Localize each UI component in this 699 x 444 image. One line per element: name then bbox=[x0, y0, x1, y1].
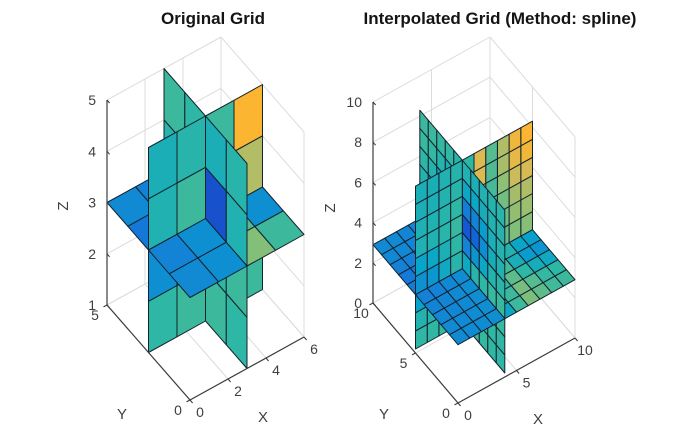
grid-line bbox=[103, 304, 108, 308]
tick-label: 10 bbox=[353, 305, 369, 321]
plot-title-original: Original Grid bbox=[161, 9, 265, 28]
slice-cell bbox=[148, 131, 178, 200]
grid-line bbox=[489, 36, 576, 138]
grid-line bbox=[454, 402, 459, 406]
tick-label: 0 bbox=[442, 405, 450, 421]
tick-label: 6 bbox=[310, 341, 318, 357]
tick-label: 3 bbox=[88, 195, 96, 211]
grid-line bbox=[265, 357, 270, 362]
grid-line bbox=[189, 336, 305, 401]
tick-label: 2 bbox=[88, 246, 96, 262]
grid-line bbox=[106, 253, 111, 258]
tick-label: 0 bbox=[196, 404, 204, 420]
tick-label: 5 bbox=[91, 307, 99, 323]
slice-surfaces bbox=[372, 109, 576, 374]
grid-line bbox=[186, 399, 191, 403]
grid-line bbox=[106, 150, 111, 155]
grid-line bbox=[106, 304, 111, 309]
grid-line bbox=[372, 262, 377, 267]
grid-line bbox=[411, 352, 416, 356]
slice-cell bbox=[168, 257, 219, 298]
y-axis-label: Y bbox=[379, 406, 389, 423]
grid-line bbox=[574, 337, 579, 342]
slice-surfaces bbox=[106, 68, 305, 369]
grid-line bbox=[372, 101, 377, 106]
z-axis-label: Z bbox=[322, 203, 339, 212]
grid-line bbox=[106, 99, 111, 104]
tick-label: 4 bbox=[272, 362, 280, 378]
grid-line bbox=[372, 141, 377, 146]
tick-label: 1 bbox=[88, 297, 96, 313]
original-grid-plot: 1 2 3 4 5 0 5 0 2 4 6 X Y Z bbox=[55, 36, 318, 426]
grid-line bbox=[227, 378, 232, 383]
grid-line bbox=[189, 399, 194, 404]
grid-line bbox=[372, 36, 491, 103]
tick-label: 6 bbox=[354, 174, 362, 190]
tick-label: 5 bbox=[400, 355, 408, 371]
x-axis-label: X bbox=[533, 411, 543, 428]
slice-cell bbox=[415, 179, 428, 205]
tick-label: 4 bbox=[88, 143, 96, 159]
axes: 1 2 3 4 5 0 5 0 2 4 6 X Y Z bbox=[55, 92, 318, 426]
slice-cell bbox=[449, 327, 471, 346]
y-axis-label: Y bbox=[117, 406, 127, 423]
slice-cell bbox=[225, 139, 248, 216]
grid-line bbox=[516, 370, 520, 374]
tick-label: 10 bbox=[346, 94, 362, 110]
tick-label: 0 bbox=[464, 407, 472, 423]
tick-label: 10 bbox=[577, 342, 593, 358]
tick-label: 0 bbox=[354, 295, 362, 311]
grid-line bbox=[106, 202, 111, 206]
grid-line bbox=[369, 302, 374, 306]
tick-label: 8 bbox=[354, 134, 362, 150]
grid-line bbox=[303, 336, 308, 341]
grid-line bbox=[457, 402, 462, 407]
tick-label: 0 bbox=[174, 402, 182, 418]
tick-label: 5 bbox=[88, 92, 96, 108]
grid-line bbox=[372, 302, 377, 307]
grid-line bbox=[372, 182, 377, 186]
x-axis-label: X bbox=[258, 409, 268, 426]
tick-label: 2 bbox=[234, 383, 242, 399]
grid-line bbox=[372, 76, 491, 143]
tick-label: 2 bbox=[354, 255, 362, 271]
plot-title-interpolated: Interpolated Grid (Method: spline) bbox=[364, 9, 637, 28]
tick-label: 4 bbox=[354, 215, 362, 231]
z-axis-label: Z bbox=[55, 201, 72, 210]
tick-label: 5 bbox=[523, 375, 531, 391]
grid-line bbox=[372, 222, 377, 226]
slice-cell bbox=[495, 199, 506, 229]
grid-line bbox=[106, 304, 191, 401]
